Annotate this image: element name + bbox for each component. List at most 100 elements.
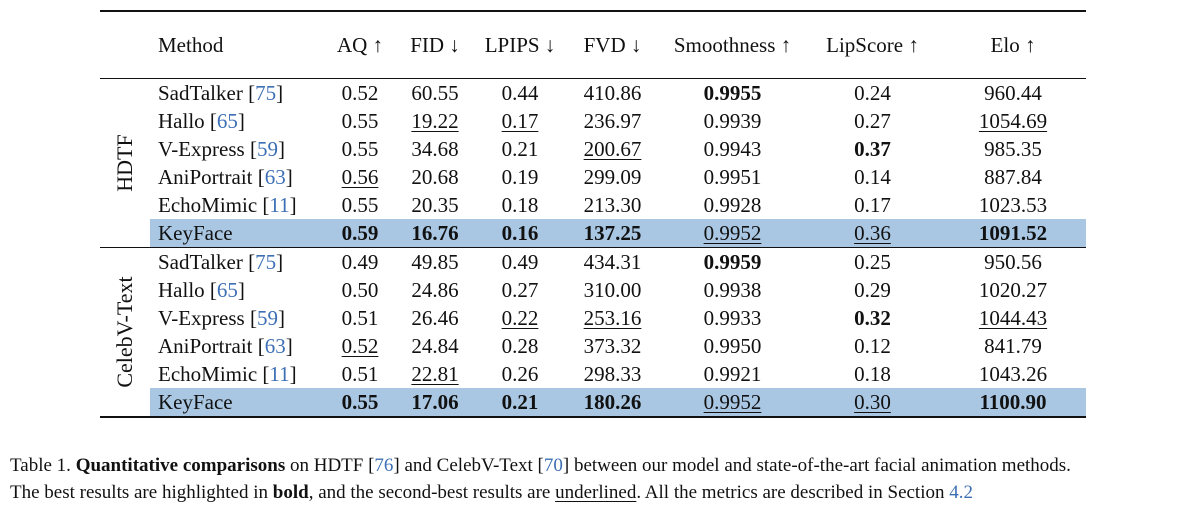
caption-ref-celebv[interactable]: 70 (543, 455, 563, 476)
metric-value: 0.9928 (703, 193, 762, 217)
method-cell: AniPortrait [63] (158, 334, 293, 358)
value-cell-fvd: 253.16 (565, 304, 660, 332)
value-cell-lipscore: 0.27 (805, 107, 940, 135)
metric-value: 0.26 (501, 362, 539, 386)
metric-value: 1020.27 (978, 278, 1048, 302)
caption-ref-hdtf[interactable]: 76 (374, 455, 394, 476)
metric-value: 1023.53 (978, 193, 1048, 217)
value-cell-smoothness: 0.9921 (660, 360, 805, 388)
metric-value: 34.68 (411, 137, 459, 161)
value-cell-fid: 49.85 (395, 248, 475, 277)
metric-value: 0.16 (501, 221, 539, 245)
value-cell-lpips: 0.22 (475, 304, 565, 332)
value-cell-aq: 0.59 (325, 219, 395, 248)
header-lpips: LPIPS ↓ (484, 33, 556, 57)
value-cell-aq: 0.51 (325, 304, 395, 332)
value-cell-elo: 960.44 (940, 79, 1086, 108)
metric-value: 373.32 (583, 334, 642, 358)
metric-value: 0.9952 (703, 390, 762, 414)
metric-value: 0.55 (341, 109, 379, 133)
method-name: EchoMimic (158, 362, 258, 386)
method-cell: KeyFace (150, 219, 325, 248)
citation-link[interactable]: 65 (216, 109, 238, 133)
metric-value: 236.97 (583, 109, 642, 133)
metric-value: 410.86 (583, 81, 642, 105)
table-row: Hallo [65] 0.55 19.22 0.17 236.97 0.9939 0.27 1… (100, 107, 1086, 135)
table-group-1: CelebV-Text SadTalker [75] 0.49 49.85 0.49 43… (100, 248, 1086, 417)
method-cell: KeyFace (150, 388, 325, 417)
citation-link[interactable]: 59 (256, 137, 278, 161)
metric-value: 0.21 (501, 390, 539, 414)
value-cell-fvd: 434.31 (565, 248, 660, 277)
metric-value: 1044.43 (978, 306, 1048, 330)
value-cell-smoothness: 0.9933 (660, 304, 805, 332)
citation-link[interactable]: 75 (255, 81, 277, 105)
value-cell-lipscore: 0.36 (805, 219, 940, 248)
metric-value: 0.37 (854, 137, 891, 161)
metric-value: 0.51 (341, 306, 379, 330)
metric-value: 0.22 (501, 306, 539, 330)
citation-link[interactable]: 63 (264, 165, 286, 189)
value-cell-elo: 1020.27 (940, 276, 1086, 304)
metric-value: 137.25 (583, 221, 642, 245)
metric-value: 0.52 (341, 81, 379, 105)
metric-value: 0.27 (854, 109, 891, 133)
metric-value: 0.49 (341, 250, 379, 274)
citation-link[interactable]: 65 (216, 278, 238, 302)
caption-section-ref[interactable]: 4.2 (949, 482, 973, 503)
header-smoothness: Smoothness ↑ (673, 33, 792, 57)
metric-value: 0.55 (341, 193, 379, 217)
value-cell-fid: 26.46 (395, 304, 475, 332)
header-row: Method AQ ↑ FID ↓ LPIPS ↓ FVD ↓ Smoothne… (100, 11, 1086, 79)
method-name: Hallo (158, 278, 205, 302)
metric-value: 0.44 (501, 81, 539, 105)
value-cell-fid: 60.55 (395, 79, 475, 108)
metric-value: 0.27 (501, 278, 539, 302)
value-cell-fvd: 137.25 (565, 219, 660, 248)
citation-link[interactable]: 63 (264, 334, 286, 358)
value-cell-aq: 0.55 (325, 388, 395, 417)
value-cell-lipscore: 0.18 (805, 360, 940, 388)
value-cell-smoothness: 0.9943 (660, 135, 805, 163)
value-cell-aq: 0.50 (325, 276, 395, 304)
metric-value: 17.06 (411, 390, 459, 414)
value-cell-lpips: 0.17 (475, 107, 565, 135)
citation-link[interactable]: 11 (269, 193, 290, 217)
header-group-spacer (100, 11, 150, 79)
value-cell-lpips: 0.28 (475, 332, 565, 360)
metric-value: 841.79 (984, 334, 1042, 358)
citation-link[interactable]: 11 (269, 362, 290, 386)
caption-text-2: ] and CelebV-Text [ (393, 455, 544, 476)
citation-link[interactable]: 75 (255, 250, 277, 274)
metric-value: 20.35 (411, 193, 459, 217)
value-cell-lipscore: 0.12 (805, 332, 940, 360)
value-cell-aq: 0.51 (325, 360, 395, 388)
method-cell: V-Express [59] (158, 137, 285, 161)
header-elo: Elo ↑ (990, 33, 1036, 57)
metric-value: 0.52 (341, 334, 379, 358)
group-label-cell: HDTF (100, 79, 150, 248)
value-cell-lpips: 0.27 (475, 276, 565, 304)
citation-link[interactable]: 59 (256, 306, 278, 330)
value-cell-fvd: 410.86 (565, 79, 660, 108)
value-cell-elo: 950.56 (940, 248, 1086, 277)
value-cell-smoothness: 0.9955 (660, 79, 805, 108)
metric-value: 0.30 (854, 390, 891, 414)
value-cell-fid: 20.35 (395, 191, 475, 219)
table-row: AniPortrait [63] 0.52 24.84 0.28 373.32 0.995… (100, 332, 1086, 360)
value-cell-lpips: 0.44 (475, 79, 565, 108)
value-cell-aq: 0.55 (325, 191, 395, 219)
value-cell-elo: 1091.52 (940, 219, 1086, 248)
value-cell-aq: 0.52 (325, 79, 395, 108)
table-row-highlighted: KeyFace 0.55 17.06 0.21 180.26 0.9952 0.30 1100… (100, 388, 1086, 417)
table-group-0: HDTF SadTalker [75] 0.52 60.55 0.44 410.86 0.9… (100, 79, 1086, 248)
value-cell-elo: 1044.43 (940, 304, 1086, 332)
value-cell-lpips: 0.49 (475, 248, 565, 277)
method-name: V-Express (158, 306, 245, 330)
table-caption: Table 1. Quantitative comparisons on HDT… (10, 452, 1180, 506)
value-cell-lipscore: 0.30 (805, 388, 940, 417)
metric-value: 0.50 (341, 278, 379, 302)
metric-value: 0.51 (341, 362, 379, 386)
table-row: V-Express [59] 0.55 34.68 0.21 200.67 0.9943 0… (100, 135, 1086, 163)
metric-value: 0.55 (341, 137, 379, 161)
